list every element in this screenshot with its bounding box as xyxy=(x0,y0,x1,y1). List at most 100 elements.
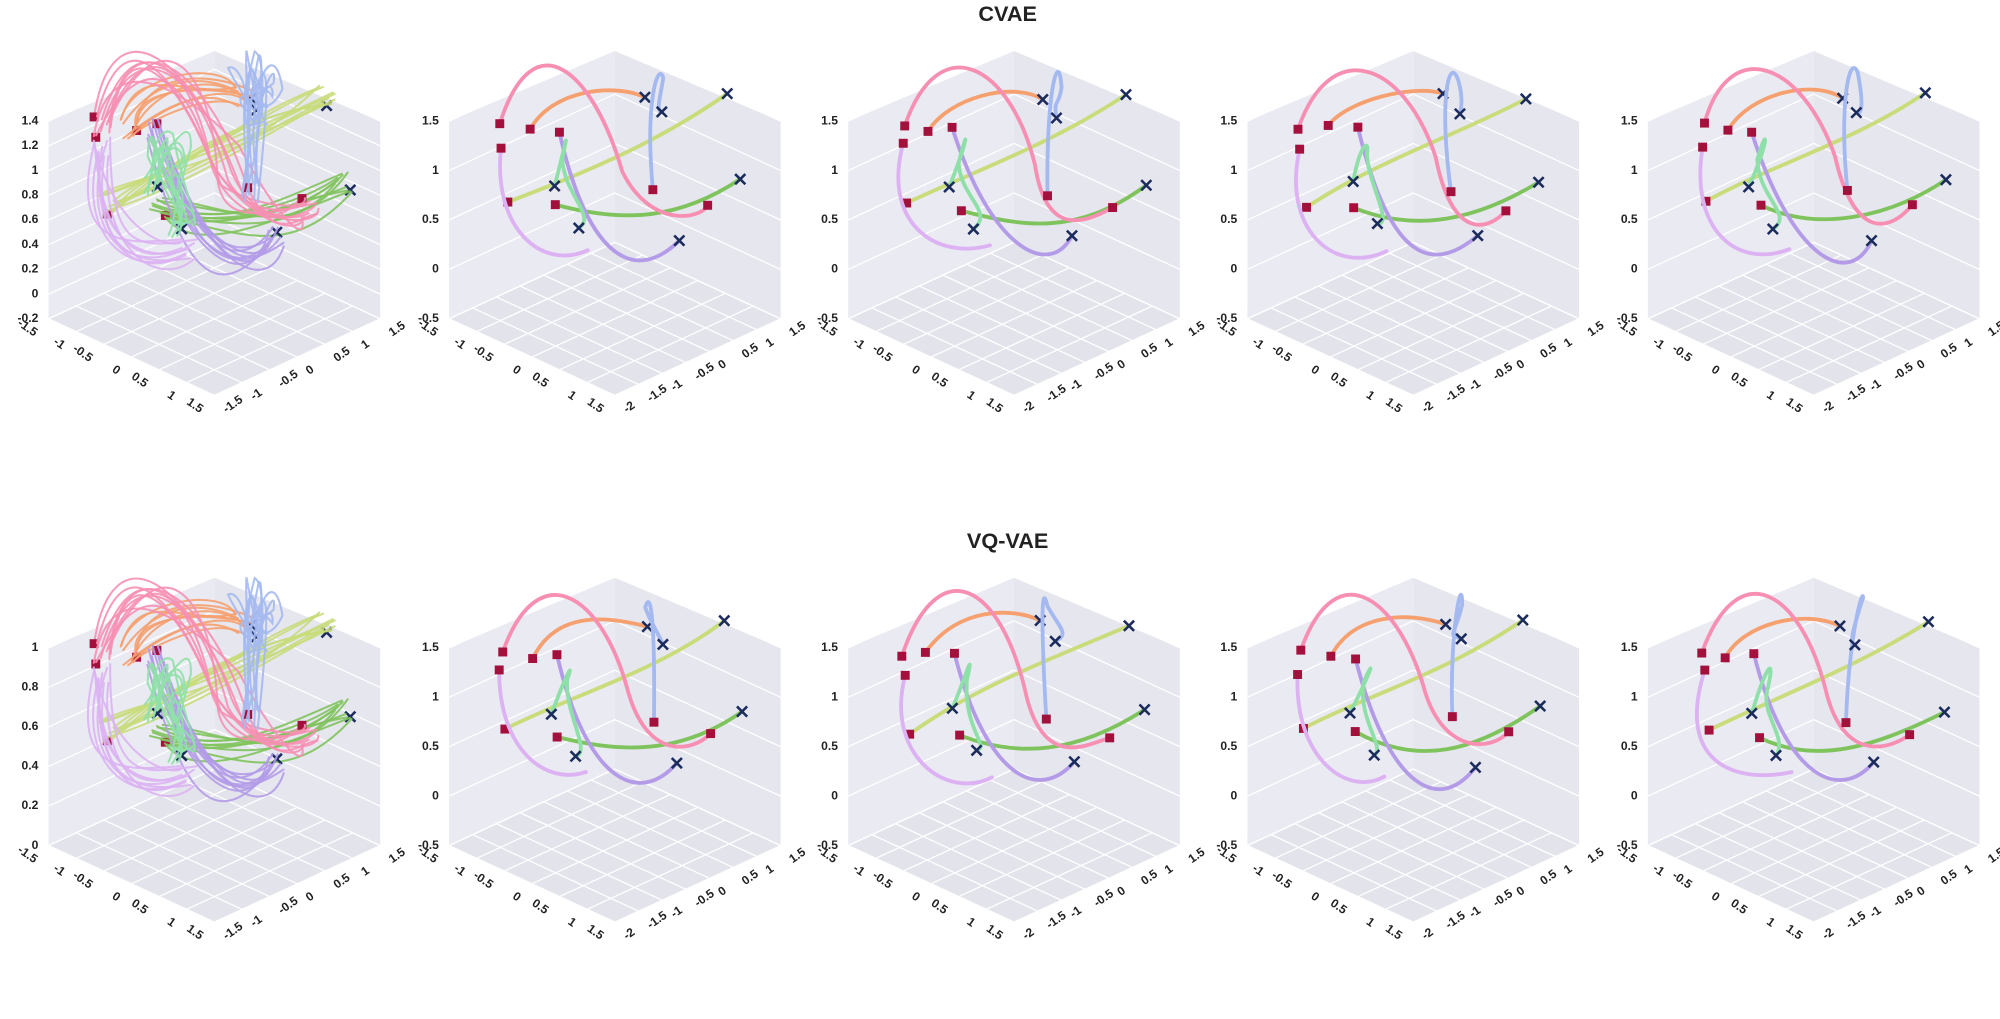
start-marker xyxy=(1108,203,1118,213)
grid-line xyxy=(966,263,1133,342)
z-tick-label: -0.5 xyxy=(418,838,439,852)
z-tick-label: 1 xyxy=(432,163,439,177)
end-marker xyxy=(1922,615,1935,628)
trajectories xyxy=(1293,68,1545,260)
y-tick-label: 0.5 xyxy=(331,870,353,891)
trajectory xyxy=(959,183,1149,226)
trajectory xyxy=(1295,672,1387,784)
grid-line xyxy=(586,832,754,910)
trajectory xyxy=(122,96,240,140)
trajectory xyxy=(1304,97,1528,210)
y-tick-label: -1 xyxy=(1067,376,1084,394)
y-tick-label: -1.5 xyxy=(1443,908,1468,932)
z-tick-label: 0 xyxy=(1230,788,1237,802)
end-marker xyxy=(1938,706,1951,719)
grid-line xyxy=(1647,192,1980,270)
z-tick-label: 1.5 xyxy=(422,113,439,127)
z-tick-label: 0.5 xyxy=(1220,739,1237,753)
start-marker xyxy=(528,654,538,663)
start-marker xyxy=(898,138,908,148)
grid-line xyxy=(847,844,1015,923)
z-tick-label: 0 xyxy=(432,788,439,802)
y-tick-label: -1.5 xyxy=(1443,381,1468,405)
grid-line xyxy=(1013,844,1181,923)
x-tick-label: 1.5 xyxy=(1383,921,1405,942)
grid-line xyxy=(930,279,1098,358)
x-tick-label: 1 xyxy=(565,914,579,929)
z-tick-label: 1 xyxy=(32,163,39,177)
y-tick-label: 0 xyxy=(715,883,729,898)
y-tick-label: -1 xyxy=(668,903,685,921)
grid-line xyxy=(590,779,758,858)
y-tick-label: -0.5 xyxy=(1490,886,1515,910)
grid-line xyxy=(1785,305,1953,384)
x-tick-label: 0 xyxy=(510,362,524,377)
grid-line xyxy=(930,806,1098,885)
y-tick-label: -2 xyxy=(1020,925,1037,943)
end-marker xyxy=(1453,107,1466,120)
grid-line xyxy=(1702,793,1870,872)
trajectory xyxy=(1699,591,1912,749)
trajectory xyxy=(947,137,983,231)
z-tick-label: 1.5 xyxy=(821,113,838,127)
grid-line xyxy=(847,192,1181,270)
trajectory xyxy=(108,588,319,752)
trajectory xyxy=(1328,615,1448,659)
trajectory xyxy=(1351,143,1385,226)
grid-line xyxy=(1357,819,1525,898)
trajectory xyxy=(243,49,264,203)
x-tick-label: 0.5 xyxy=(1328,369,1350,390)
grid-line xyxy=(847,241,1015,320)
x-tick-label: 1.5 xyxy=(585,921,607,942)
panel: -0.500.511.5-1.5-1 -0.50 0.51 1.5 -2-1.5-1-0… xyxy=(815,43,1208,416)
end-marker xyxy=(655,105,668,118)
y-tick-label: 0.5 xyxy=(739,340,761,361)
grid-line xyxy=(186,781,353,859)
y-tick-label: 0.5 xyxy=(1537,867,1559,888)
trajectories xyxy=(897,589,1151,786)
trajectory xyxy=(505,91,730,204)
y-tick-label: -2 xyxy=(1819,925,1836,943)
end-marker xyxy=(718,614,731,627)
x-tick-label: 0 xyxy=(909,889,923,904)
trajectory xyxy=(1704,90,1928,204)
grid-line xyxy=(448,192,781,270)
z-tick-label: 1.5 xyxy=(422,640,439,654)
y-tick-label: 0 xyxy=(1514,883,1528,898)
x-tick-label: 1.5 xyxy=(184,395,206,416)
end-marker xyxy=(1065,229,1078,242)
start-marker xyxy=(1720,653,1730,663)
x-tick-label: 0.5 xyxy=(1728,369,1750,390)
y-tick-label: 0.5 xyxy=(1938,867,1960,888)
trajectory xyxy=(1725,87,1845,133)
grid-line xyxy=(919,285,1086,364)
y-tick-label: -1.5 xyxy=(220,919,245,943)
grid-line xyxy=(1247,844,1414,923)
trajectory xyxy=(1702,67,1915,226)
trajectory xyxy=(899,589,1112,750)
z-tick-label: -0.2 xyxy=(18,311,39,325)
grid-line xyxy=(614,318,781,396)
grid-line xyxy=(543,801,710,879)
start-marker xyxy=(1755,733,1764,743)
z-tick-label: 0 xyxy=(432,262,439,276)
x-tick-label: -1 xyxy=(1250,861,1267,879)
trajectory xyxy=(136,77,254,124)
start-marker xyxy=(649,717,659,727)
grid-line xyxy=(1385,305,1552,384)
y-tick-label: 0.5 xyxy=(331,343,353,364)
grid-line xyxy=(476,254,643,333)
z-tick-label: 0 xyxy=(32,286,39,300)
x-tick-label: 0 xyxy=(1709,889,1723,904)
trajectory xyxy=(252,64,284,186)
grid-line xyxy=(1318,285,1485,364)
grid-line xyxy=(448,768,616,847)
grid-line xyxy=(1270,834,1438,912)
trajectories xyxy=(1694,591,1951,782)
trajectory xyxy=(1326,88,1445,128)
z-tick-label: 0.4 xyxy=(22,759,39,773)
z-tick-label: 0.5 xyxy=(821,739,838,753)
trajectory xyxy=(107,59,318,215)
left-wall xyxy=(848,51,1015,319)
